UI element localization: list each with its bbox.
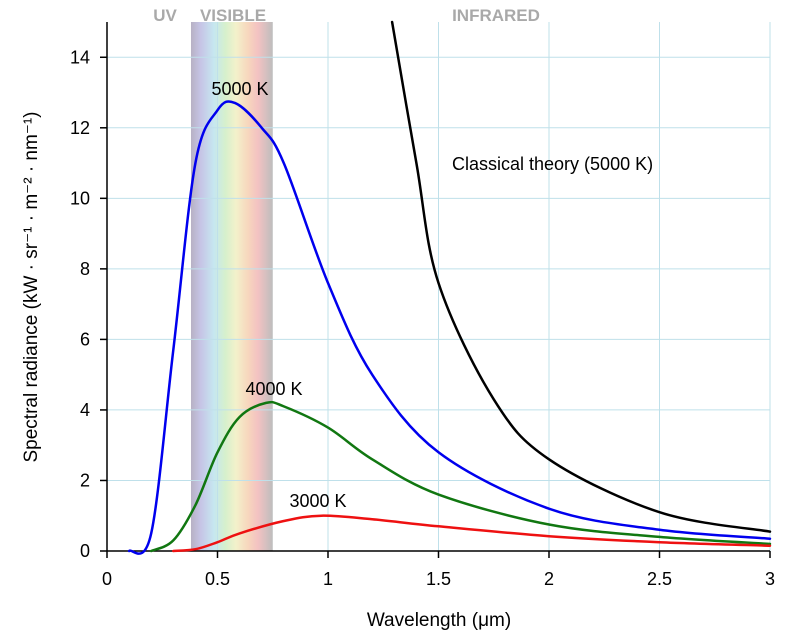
annotation-classical-theory-5000-k: Classical theory (5000 K) (452, 154, 653, 174)
y-tick-label: 2 (80, 470, 90, 490)
series-curves (127, 20, 772, 555)
y-tick-label: 14 (70, 47, 90, 67)
region-label-uv: UV (153, 6, 177, 25)
region-label-infrared: INFRARED (452, 6, 540, 25)
y-tick-label: 0 (80, 541, 90, 561)
series-3000-k (172, 514, 772, 553)
y-tick-label: 6 (80, 329, 90, 349)
x-tick-label: 3 (765, 569, 775, 589)
y-axis-title: Spectral radiance (kW · sr⁻¹ · m⁻² · nm⁻… (21, 112, 42, 463)
visible-band (190, 22, 273, 551)
y-tick-label: 4 (80, 400, 90, 420)
y-tick-label: 12 (70, 118, 90, 138)
series-5000-k (127, 100, 772, 555)
annotation-4000-k: 4000 K (245, 379, 302, 399)
x-tick-label: 2.5 (647, 569, 672, 589)
series-4000-k (149, 400, 772, 553)
y-tick-label: 10 (70, 188, 90, 208)
spectral-bands (190, 22, 273, 551)
x-tick-label: 0 (102, 569, 112, 589)
x-tick-label: 0.5 (205, 569, 230, 589)
x-tick-label: 2 (544, 569, 554, 589)
region-label-visible: VISIBLE (200, 6, 266, 25)
x-tick-label: 1 (323, 569, 333, 589)
chart-labels: UV VISIBLE INFRARED 5000 K 4000 K 3000 K Class… (153, 6, 653, 511)
axes: 0 0.5 1 1.5 2 2.5 3 0 2 4 6 8 10 12 14 (70, 22, 775, 589)
series-classical-theory-5000-k (390, 20, 772, 533)
y-tick-label: 8 (80, 259, 90, 279)
annotation-5000-k: 5000 K (211, 79, 268, 99)
x-axis-title: Wavelength (μm) (367, 610, 511, 631)
x-tick-label: 1.5 (426, 569, 451, 589)
annotation-3000-k: 3000 K (289, 491, 346, 511)
